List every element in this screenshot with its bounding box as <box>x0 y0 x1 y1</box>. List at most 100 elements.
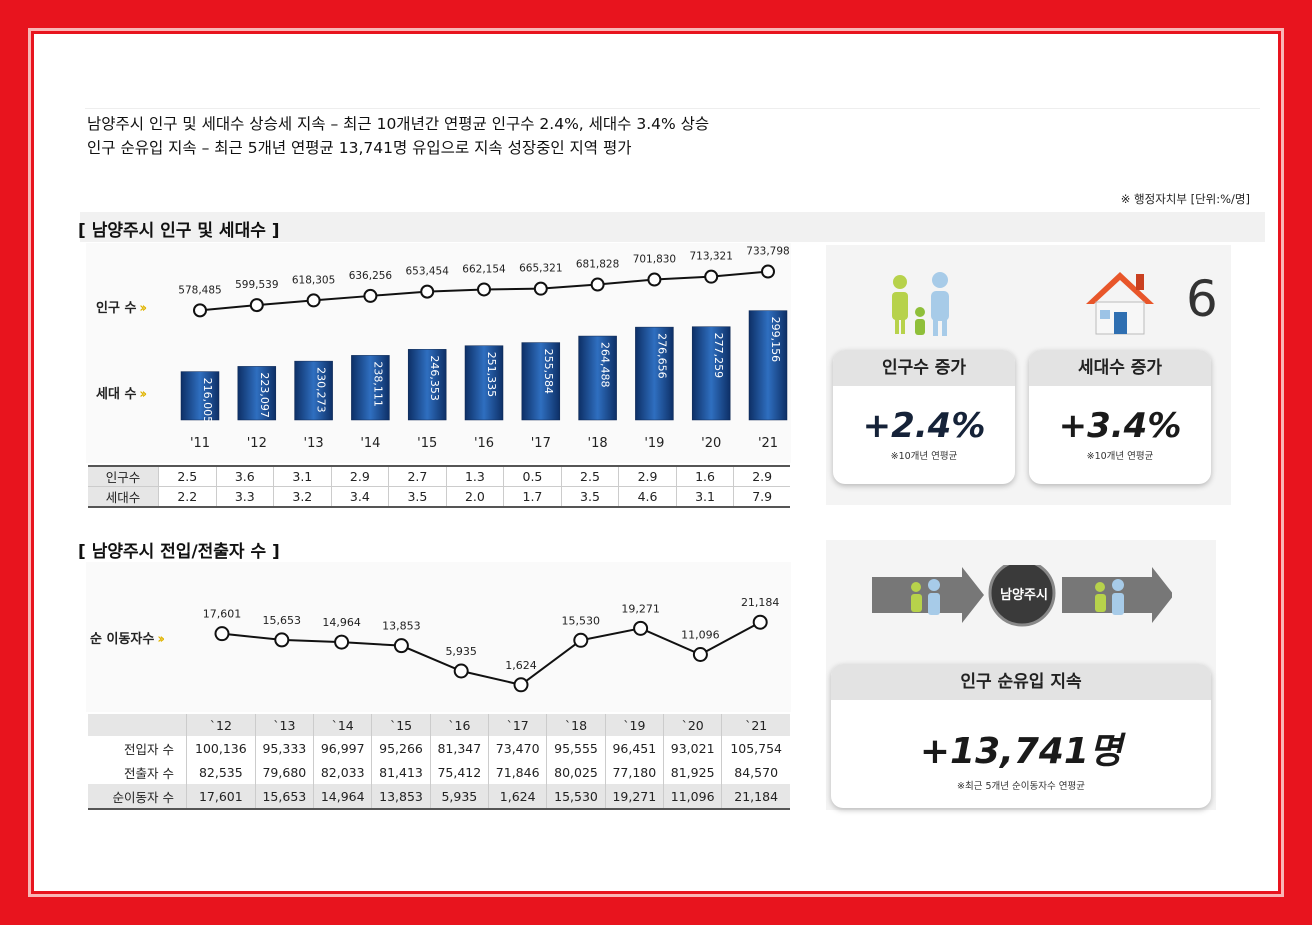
row-label: 순이동자 수 <box>88 784 187 809</box>
population-household-chart: 216,005 '11 223,097 '12 230,273 '13 238,111 '14… <box>178 246 789 451</box>
table-cell: 17,601 <box>186 784 256 809</box>
year-tick-label: '20 <box>701 436 721 451</box>
year-tick-label: '11 <box>190 436 210 451</box>
hh-card-title: 세대수 증가 <box>1029 350 1211 386</box>
table-cell: 2.9 <box>618 466 677 487</box>
table-cell: 13,853 <box>371 784 431 809</box>
households-label-text: 세대 수 <box>96 387 137 402</box>
table-row: 인구수 2.5 3.6 3.1 2.9 2.7 1.3 0.5 2.5 2.9 1.6 2.9 <box>88 466 790 487</box>
household-bar-label: 230,273 <box>315 367 328 413</box>
table-cell: 93,021 <box>663 736 723 760</box>
chart2-bg <box>86 562 791 712</box>
population-point <box>590 277 605 292</box>
table-cell: 100,136 <box>186 736 256 760</box>
population-value-label: 599,539 <box>235 279 278 291</box>
pop-card-note: ※10개년 연평균 <box>890 451 958 462</box>
net-migration-value-label: 11,096 <box>681 628 720 641</box>
population-point <box>363 288 378 303</box>
household-bar <box>635 326 674 421</box>
table-cell: 14,964 <box>313 784 373 809</box>
table-row: 세대수 2.2 3.3 3.2 3.4 3.5 2.0 1.7 3.5 4.6 3.1 7.9 <box>88 486 790 507</box>
table-cell: 81,347 <box>430 736 490 760</box>
population-label-text: 인구 수 <box>96 301 137 316</box>
table-cell: 79,680 <box>255 760 315 784</box>
population-point <box>533 281 548 296</box>
section2-title: [ 남양주시 전입/전출자 수 ] <box>78 542 280 562</box>
source-note: ※ 행정자치부 [단위:%/명] <box>1120 192 1250 206</box>
household-bar <box>464 345 504 421</box>
population-point <box>647 272 662 287</box>
headline-line-2: 인구 순유입 지속 – 최근 5개년 연평균 13,741명 유입으로 지속 성… <box>87 139 632 157</box>
household-bar-label: 264,488 <box>599 342 612 388</box>
population-row-label: 인구 수 ›› <box>96 297 147 316</box>
row-label: 세대수 <box>88 486 159 507</box>
household-bar <box>748 310 788 421</box>
column-header: `14 <box>313 714 373 736</box>
household-bar <box>237 366 277 421</box>
table-cell: 82,535 <box>186 760 256 784</box>
table-cell: 80,025 <box>546 760 606 784</box>
migration-arrows-graphic <box>872 565 1172 627</box>
pop-increase-card: 인구수 증가 +2.4% ※10개년 연평균 <box>833 350 1015 484</box>
table-cell: 95,555 <box>546 736 606 760</box>
household-bar <box>578 335 617 421</box>
household-bar-label: 216,005 <box>201 378 214 424</box>
table-cell: 96,997 <box>313 736 373 760</box>
pop-card-value: +2.4% <box>862 406 986 446</box>
household-bar-label: 277,259 <box>712 333 725 379</box>
household-bar <box>407 349 447 421</box>
net-migration-point <box>393 638 409 654</box>
table-cell: 2.9 <box>331 466 390 487</box>
net-migration-point <box>752 614 768 630</box>
table-cell: 5,935 <box>430 784 490 809</box>
arrow-left-icon <box>872 567 984 623</box>
year-tick-label: '17 <box>531 436 551 451</box>
population-value-label: 701,830 <box>633 254 676 266</box>
section1-band <box>80 212 1265 242</box>
population-value-label: 578,485 <box>178 284 221 296</box>
row-label: 인구수 <box>88 466 159 487</box>
table-row: 순이동자 수 17,601 15,653 14,964 13,853 5,935 1,624… <box>88 784 790 809</box>
household-bar-label: 299,156 <box>769 317 782 363</box>
population-value-label: 681,828 <box>576 259 619 271</box>
table-cell: 11,096 <box>663 784 723 809</box>
frame-inner-border <box>28 28 1284 897</box>
population-point <box>761 264 775 279</box>
net-inflow-card-title: 인구 순유입 지속 <box>831 664 1211 700</box>
row-label: 전출자 수 <box>88 760 187 784</box>
net-migration-value-label: 5,935 <box>445 645 477 658</box>
net-inflow-card-note: ※최근 5개년 순이동자수 연평균 <box>957 781 1085 792</box>
growth-rate-table: 인구수 2.5 3.6 3.1 2.9 2.7 1.3 0.5 2.5 2.9 1.6 2.9 세대수 2… <box>88 465 790 508</box>
table-cell: 1.6 <box>676 466 735 487</box>
net-migration-point <box>573 632 589 648</box>
population-point <box>249 298 264 313</box>
table-cell: 3.2 <box>273 486 332 507</box>
table-cell: 15,653 <box>255 784 315 809</box>
population-value-label: 733,798 <box>746 246 789 258</box>
headline: 남양주시 인구 및 세대수 상승세 지속 – 최근 10개년간 연평균 인구수 … <box>87 112 709 160</box>
hh-card-value: +3.4% <box>1058 406 1182 446</box>
table-cell: 77,180 <box>605 760 665 784</box>
population-value-label: 636,256 <box>349 270 393 282</box>
year-tick-label: '14 <box>360 436 380 451</box>
household-bar <box>294 360 333 421</box>
net-migration-point <box>453 663 469 679</box>
pop-card-title: 인구수 증가 <box>833 350 1015 386</box>
column-header: `19 <box>605 714 665 736</box>
table-cell: 1,624 <box>488 784 548 809</box>
table-cell: 21,184 <box>721 784 790 809</box>
net-migration-value-label: 15,530 <box>562 614 601 627</box>
column-header: `15 <box>371 714 431 736</box>
chevron-icon: ›› <box>157 632 165 647</box>
page-number: 6 <box>1186 270 1218 328</box>
net-migration-point <box>633 620 649 636</box>
table-cell: 2.9 <box>733 466 790 487</box>
net-migration-point <box>334 634 350 650</box>
section1-title: [ 남양주시 인구 및 세대수 ] <box>78 221 280 241</box>
net-migration-value-label: 21,184 <box>741 596 780 609</box>
population-point <box>704 269 719 284</box>
net-migration-chart: 17,601 15,653 14,964 13,853 5,935 1,624 15,530… <box>203 596 780 693</box>
net-migration-value-label: 19,271 <box>621 602 660 615</box>
year-tick-label: '16 <box>474 436 494 451</box>
household-bar <box>521 342 561 421</box>
